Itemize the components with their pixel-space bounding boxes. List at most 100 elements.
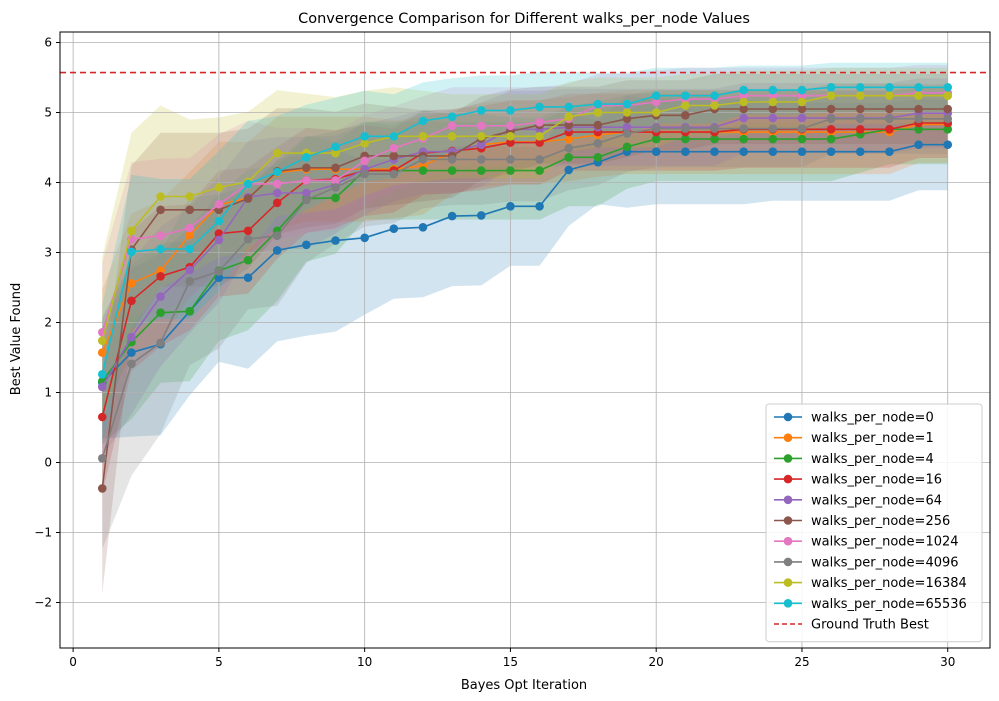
legend-label: walks_per_node=256 (811, 514, 950, 529)
series-point (826, 147, 836, 156)
series-point (185, 230, 195, 240)
series-point (768, 147, 778, 156)
series-point (914, 125, 923, 134)
legend-marker (783, 495, 793, 505)
series-point (214, 235, 224, 245)
series-point (768, 85, 778, 95)
series-point (826, 114, 836, 124)
series-point (476, 155, 486, 164)
series-point (564, 112, 574, 121)
series-point (651, 97, 661, 107)
series-point (826, 104, 836, 114)
series-point (885, 91, 894, 100)
band-2 (102, 94, 948, 445)
series-point (360, 139, 369, 148)
series-point (156, 192, 165, 201)
series-point (622, 108, 632, 117)
series-line-0 (101, 143, 948, 384)
series-point (418, 155, 428, 164)
series-point (302, 240, 311, 250)
series-point (535, 138, 544, 147)
series-point (710, 147, 719, 156)
y-tick-label: 2 (44, 316, 52, 330)
series-point (710, 101, 719, 110)
series-point (943, 114, 953, 124)
series-point (681, 101, 690, 110)
series-point (97, 370, 107, 379)
chart-title: Convergence Comparison for Different wal… (298, 11, 750, 27)
series-point (506, 166, 515, 175)
band-0 (102, 95, 948, 439)
series-point (331, 236, 340, 245)
series-point (826, 134, 836, 144)
series-point (885, 83, 894, 92)
series-point (651, 124, 661, 133)
series-point (885, 114, 894, 124)
band-9 (102, 62, 948, 445)
legend-marker (783, 599, 793, 608)
series-point (476, 106, 486, 115)
series-point (681, 124, 690, 133)
series-point (389, 151, 399, 161)
legend-label: walks_per_node=1024 (811, 535, 959, 550)
series-point (272, 246, 282, 255)
series-point (97, 484, 107, 493)
series-point (622, 114, 632, 124)
legend-label: walks_per_node=4 (811, 452, 934, 467)
series-point (535, 102, 544, 112)
series-point (768, 134, 778, 144)
legend-marker (783, 412, 793, 422)
series-point (914, 83, 923, 92)
band-6 (102, 64, 948, 403)
series-point (564, 143, 574, 153)
series-point (855, 125, 865, 134)
y-axis-label: Best Value Found (9, 283, 24, 395)
series-point (214, 216, 224, 226)
band-3 (102, 88, 948, 494)
series-point (185, 205, 195, 215)
x-tick-label: 25 (794, 655, 809, 669)
x-axis-label: Bayes Opt Iteration (461, 678, 587, 693)
series-point (681, 147, 690, 156)
legend-marker (783, 557, 793, 567)
series-point (885, 147, 894, 156)
series-point (739, 85, 748, 95)
series-point (797, 134, 807, 144)
series-point (302, 188, 311, 198)
legend-marker (783, 516, 793, 525)
series-point (243, 273, 253, 283)
series-point (331, 142, 340, 152)
series-point (127, 332, 136, 342)
series-point (243, 255, 253, 265)
series-point (826, 91, 836, 100)
series-point (156, 231, 165, 240)
series-point (535, 118, 544, 127)
series-line-7 (101, 118, 948, 459)
series-point (331, 148, 340, 158)
series-point (185, 265, 195, 275)
legend-box (765, 403, 983, 643)
y-tick-label: 0 (44, 456, 52, 470)
series-point (156, 308, 165, 318)
y-tick-label: 6 (44, 36, 52, 50)
series-point (826, 125, 836, 134)
y-axis-ticks: −2 −1 0 1 2 3 4 5 6 (34, 36, 60, 610)
series-point (768, 97, 778, 107)
legend: walks_per_node=0 walks_per_node=1 walks_pe… (765, 403, 983, 643)
series-point (185, 244, 195, 254)
series-point (476, 132, 486, 141)
band-4 (102, 78, 948, 457)
series-point (914, 104, 923, 114)
x-tick-label: 0 (69, 655, 77, 669)
series-point (272, 148, 282, 158)
series-point (272, 198, 282, 208)
legend-label: walks_per_node=0 (811, 411, 934, 426)
x-tick-label: 20 (649, 655, 664, 669)
series-point (360, 132, 369, 141)
series-point (447, 121, 457, 131)
series-point (418, 223, 428, 232)
series-point (564, 165, 574, 175)
series-point (418, 166, 428, 175)
series-line-4 (101, 112, 948, 388)
series-point (943, 140, 953, 149)
